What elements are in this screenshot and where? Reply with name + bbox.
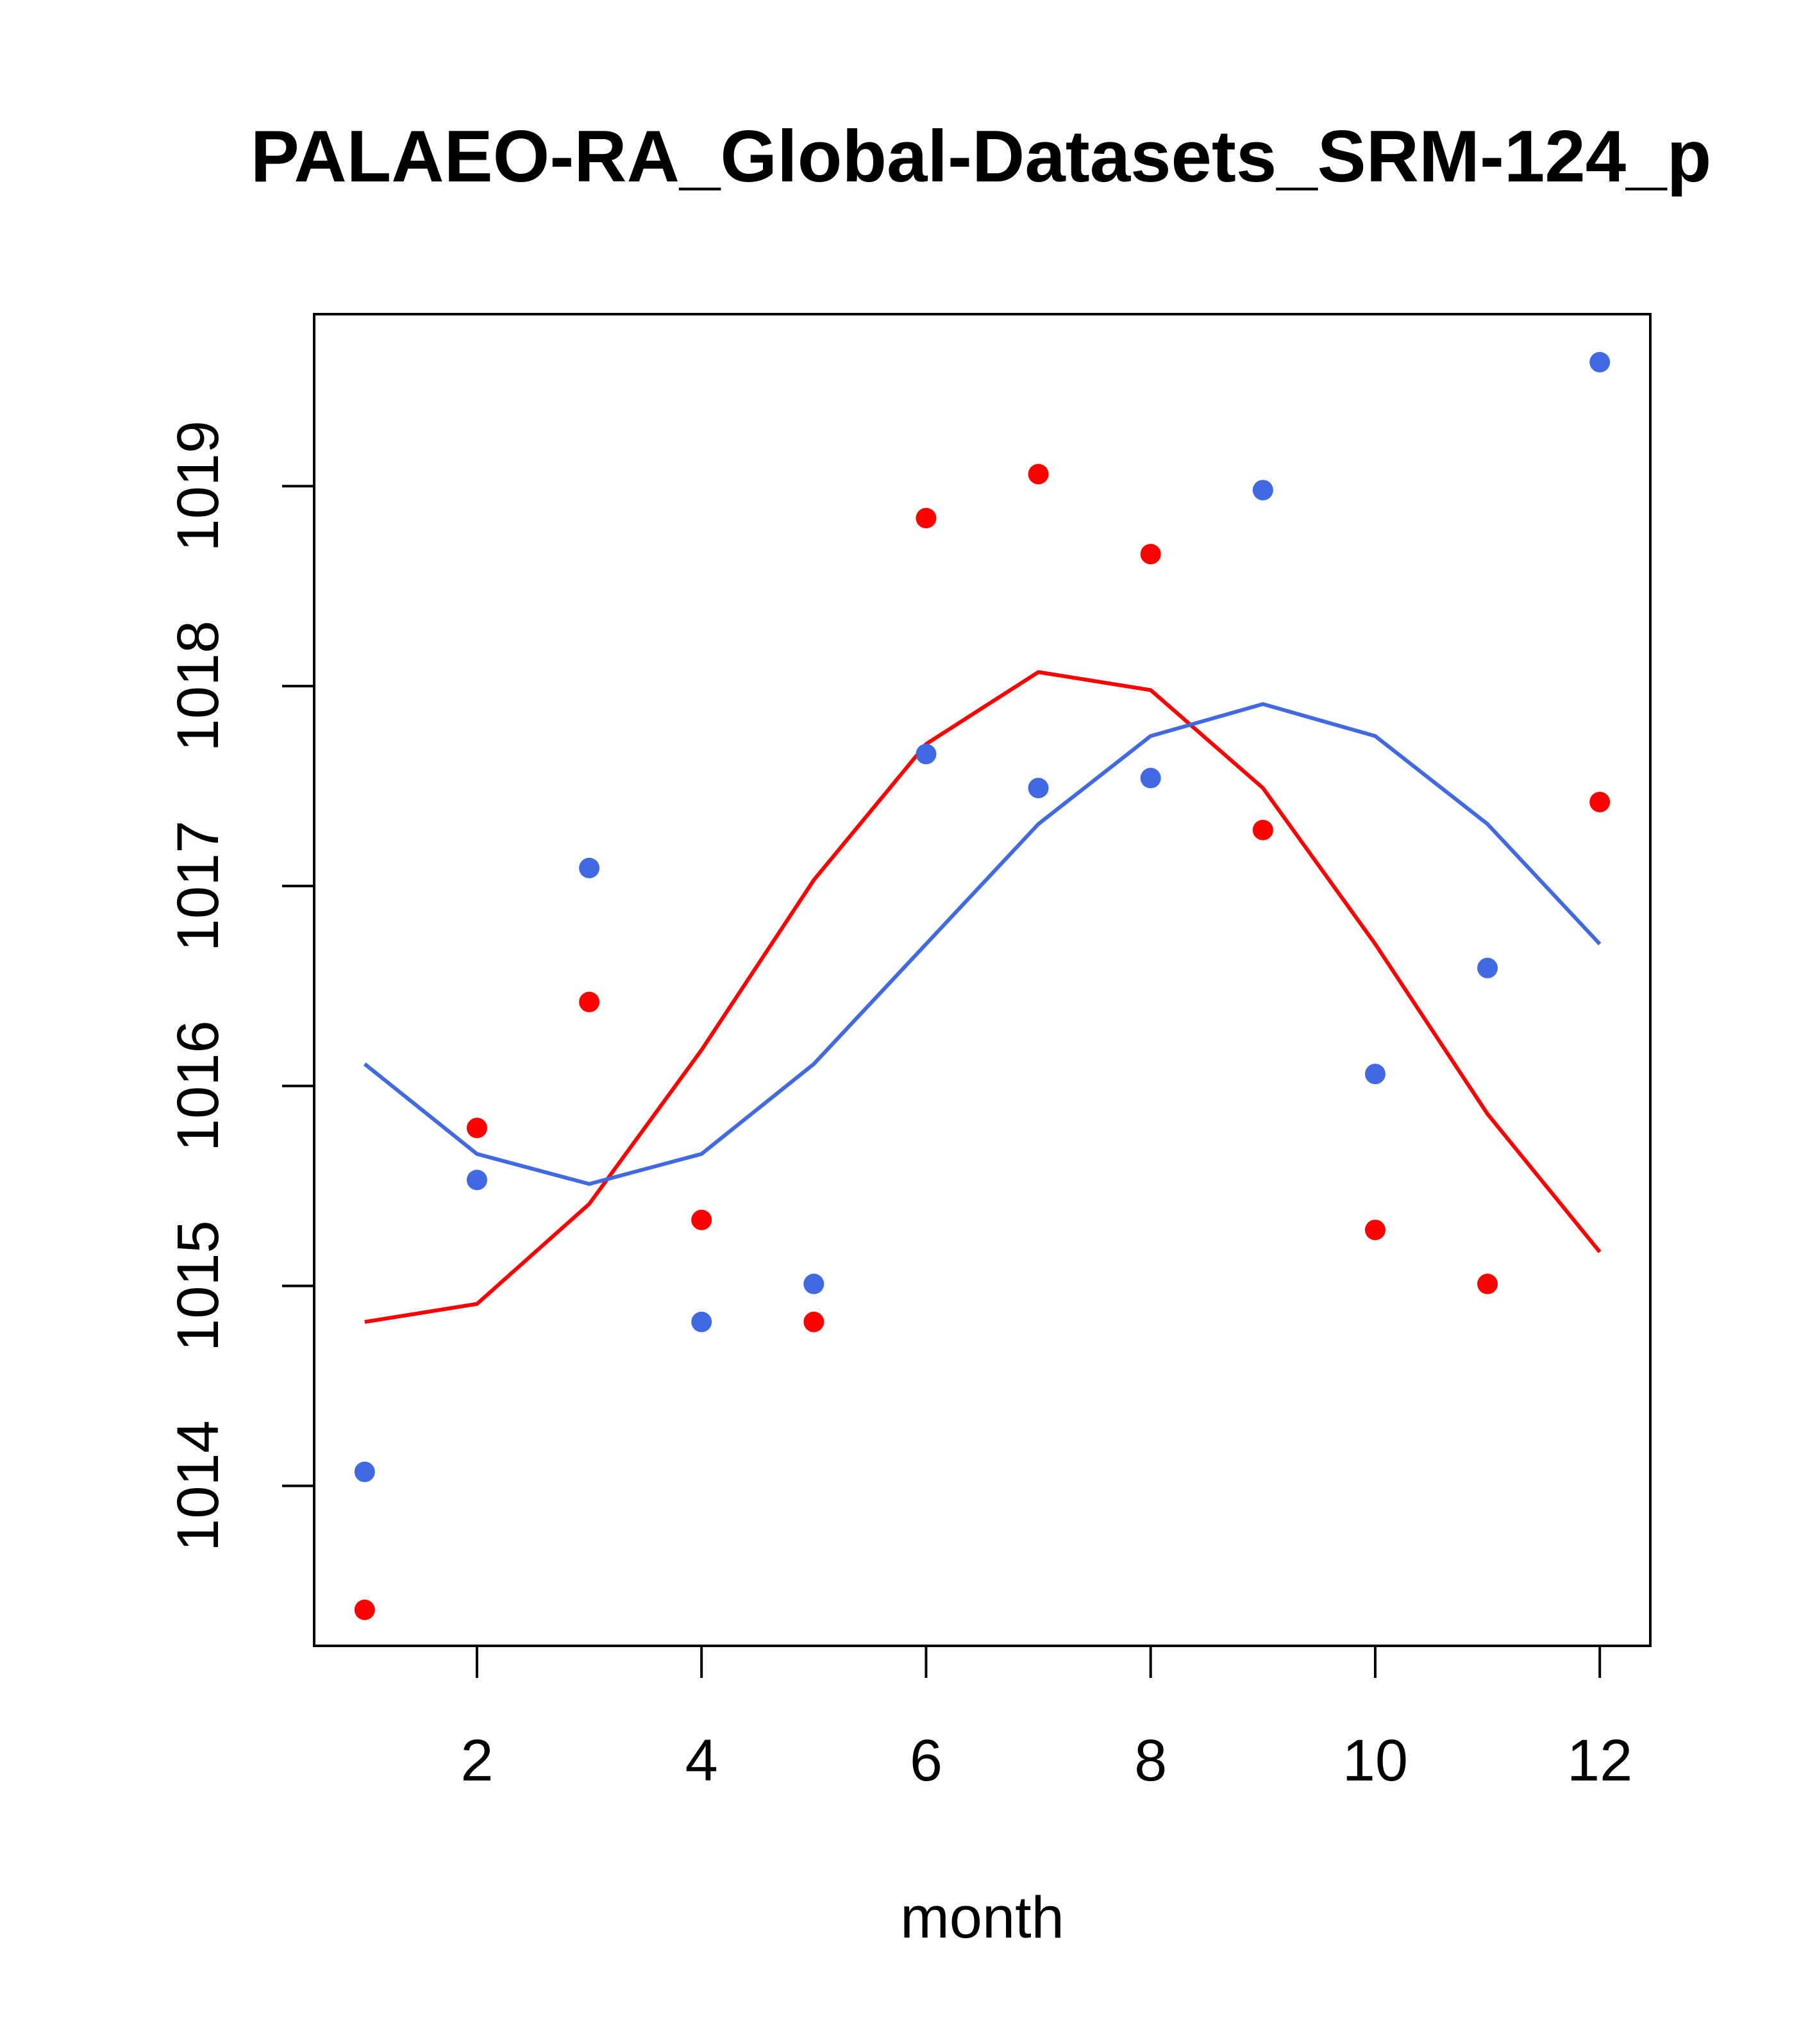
red-point: [803, 1311, 825, 1332]
y-tick-label: 1016: [165, 1020, 231, 1152]
red-point: [1028, 464, 1049, 485]
blue-line: [363, 702, 1602, 1186]
red-point: [466, 1118, 487, 1139]
x-tick-label: 2: [460, 1728, 493, 1793]
series-points: [354, 351, 1611, 1620]
blue-point: [1028, 778, 1049, 799]
blue-point: [579, 857, 600, 878]
red-point: [1252, 819, 1273, 841]
plot-area: [313, 313, 1652, 1647]
blue-point: [803, 1273, 825, 1294]
x-axis-label: month: [900, 1885, 1064, 1950]
red-point: [579, 991, 600, 1012]
y-axis: 1014 1015 1016 1017 1018 1019: [165, 421, 315, 1552]
blue-point: [916, 744, 937, 765]
blue-point: [691, 1311, 712, 1332]
red-point: [1589, 791, 1611, 812]
blue-point: [1364, 1064, 1386, 1085]
y-tick-label: 1018: [165, 621, 231, 752]
x-tick-label: 10: [1343, 1728, 1408, 1793]
red-point: [1477, 1273, 1498, 1294]
chart-title: PALAEO-RA_Global-Datasets_SRM-124_p: [251, 116, 1711, 197]
red-point: [1364, 1219, 1386, 1241]
blue-point: [1589, 351, 1611, 373]
y-tick-label: 1019: [165, 421, 231, 552]
x-tick-label: 6: [910, 1728, 942, 1793]
x-tick-label: 8: [1134, 1728, 1167, 1793]
y-tick-label: 1014: [165, 1420, 231, 1552]
red-point: [691, 1209, 712, 1230]
x-tick-label: 4: [685, 1728, 718, 1793]
y-tick-label: 1015: [165, 1220, 231, 1352]
red-point: [916, 508, 937, 529]
blue-point: [1252, 480, 1273, 501]
blue-point: [1140, 767, 1161, 789]
blue-point: [466, 1169, 487, 1191]
blue-point: [1477, 957, 1498, 978]
red-point: [354, 1599, 375, 1620]
x-tick-label: 12: [1567, 1728, 1632, 1793]
blue-point: [354, 1461, 375, 1482]
red-point: [1140, 544, 1161, 565]
y-tick-label: 1017: [165, 821, 231, 952]
red-line: [364, 670, 1602, 1324]
series-lines: [363, 670, 1602, 1324]
x-axis: 2 4 6 8 10 12: [460, 1645, 1632, 1793]
